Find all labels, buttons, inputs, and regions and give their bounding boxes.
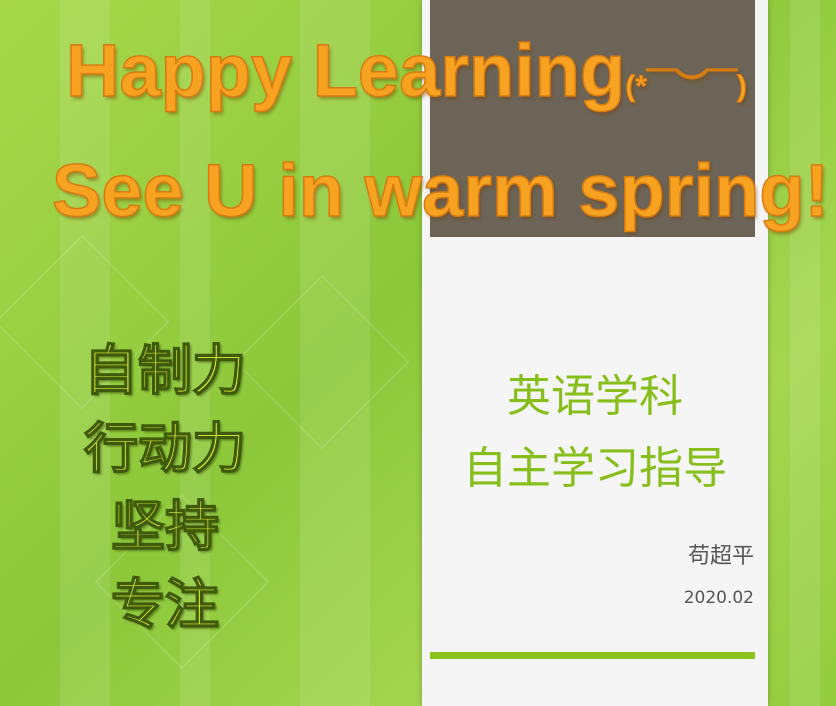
background-stripe: [60, 0, 110, 706]
heading: 自主学习指导: [463, 443, 727, 494]
title-line: See U in warm spring!: [51, 148, 830, 233]
quality: 自制力: [83, 338, 247, 403]
accent-bar: [430, 652, 755, 659]
card-header-block: [430, 0, 755, 237]
background-stripe: [300, 0, 370, 706]
background-stripe: [180, 0, 210, 706]
quality-list: 自制力行动力坚持专注: [60, 332, 270, 644]
subject: 英语学科: [507, 371, 683, 422]
title-text: Happy Learning: [65, 28, 626, 113]
title-line: Happy Learning(*￣︶￣): [65, 28, 748, 113]
author: 苟超平: [687, 544, 754, 569]
emoticon: (*￣︶￣): [625, 70, 748, 104]
title-card: 英语学科 自主学习指导 苟超平 2020.02: [422, 0, 768, 706]
quality: 专注: [110, 572, 220, 637]
quality: 坚持: [110, 494, 220, 559]
quality: 行动力: [83, 416, 247, 481]
date: 2020.02: [683, 588, 754, 608]
background-stripe: [790, 0, 820, 706]
